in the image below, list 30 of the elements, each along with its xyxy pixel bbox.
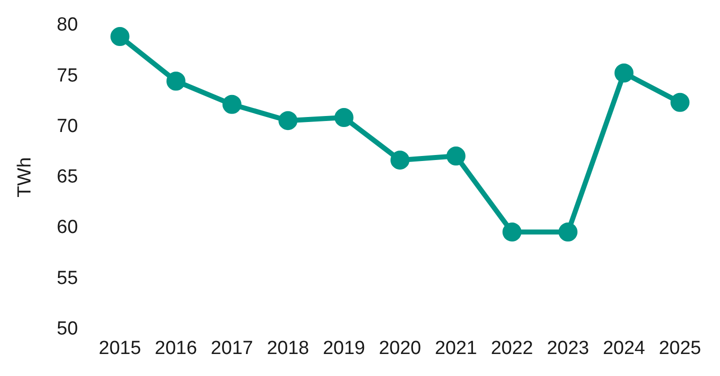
point [390, 150, 410, 170]
x-tick-label: 2017 [210, 338, 254, 359]
y-tick-label: 50 [56, 318, 78, 340]
point [670, 92, 690, 112]
x-tick-label: 2022 [490, 338, 534, 359]
point [446, 146, 466, 166]
y-tick-label: 70 [56, 116, 78, 137]
x-tick-label: 2024 [602, 338, 646, 359]
y-tick-label: 60 [56, 217, 78, 238]
point [334, 108, 354, 128]
x-tick-label: 2016 [154, 338, 198, 359]
x-tick-label: 2018 [266, 338, 310, 359]
point [558, 222, 578, 242]
point [278, 111, 298, 130]
x-tick-label: 2025 [658, 338, 702, 359]
x-tick-label: 2015 [98, 338, 142, 359]
y-tick-label: 55 [56, 268, 78, 289]
x-tick-label: 2019 [322, 338, 366, 359]
point [166, 72, 186, 91]
y-axis-title: TWh [14, 157, 36, 198]
x-tick-label: 2021 [434, 338, 478, 359]
point [502, 222, 522, 242]
y-tick-label: 80 [56, 14, 78, 36]
x-tick-label: 2020 [378, 338, 422, 359]
point [222, 94, 242, 114]
y-tick-label: 75 [56, 65, 78, 86]
point [110, 27, 130, 46]
point [614, 63, 634, 82]
x-tick-label: 2023 [546, 338, 590, 359]
y-tick-label: 65 [56, 166, 78, 188]
